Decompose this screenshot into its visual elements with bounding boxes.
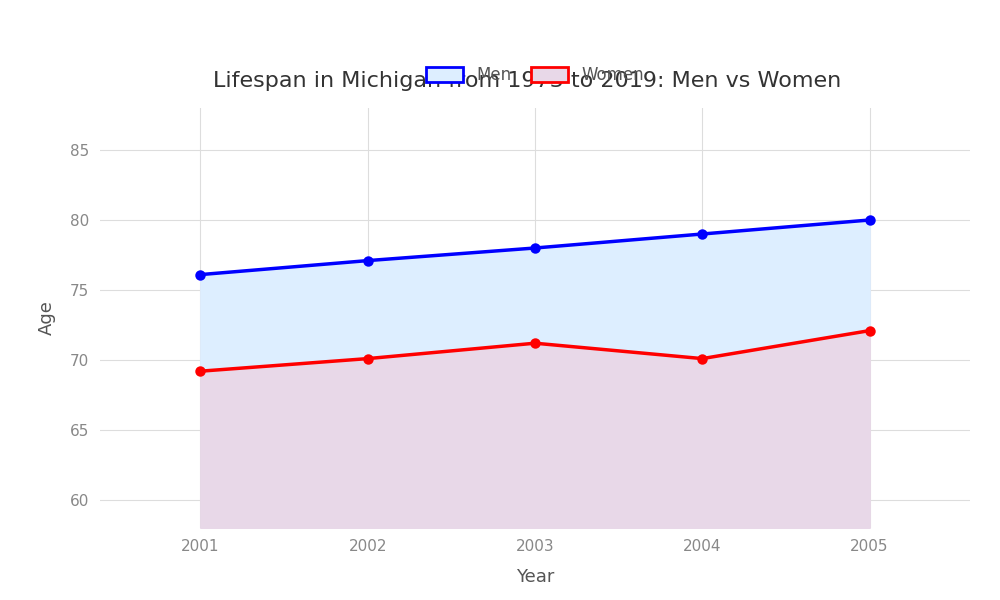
Text: Lifespan in Michigan from 1973 to 2019: Men vs Women: Lifespan in Michigan from 1973 to 2019: … <box>213 71 841 91</box>
X-axis label: Year: Year <box>516 568 554 586</box>
Legend: Men, Women: Men, Women <box>426 66 644 84</box>
Y-axis label: Age: Age <box>38 301 56 335</box>
